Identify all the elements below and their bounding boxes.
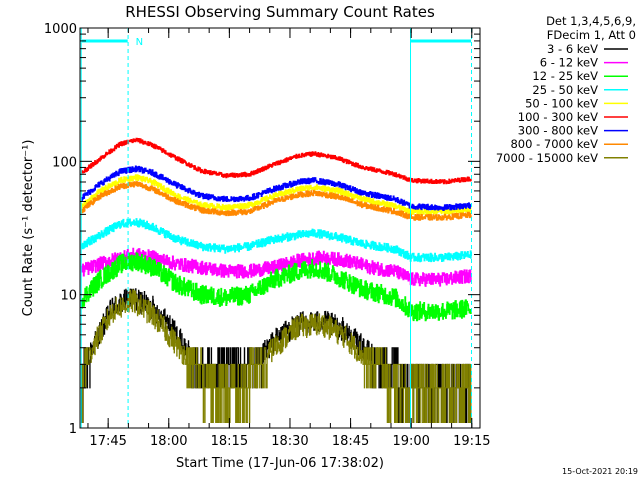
series-line-7 [81, 165, 472, 211]
plot-area: N 1 10 100 1000 17:45 18:00 18:15 18:30 18:45 19… [44, 22, 491, 449]
plot-frame [79, 27, 481, 429]
legend-label-3: 12 - 25 keV [532, 69, 598, 83]
y-tick-label: 10 [60, 289, 77, 304]
y-axis-label: Count Rate (s⁻¹ detector⁻¹) [21, 140, 36, 317]
x-tick-label: 18:45 [332, 434, 369, 449]
footer-date: 15-Oct-2021 20:19 [562, 467, 638, 476]
x-tick-label: 19:15 [453, 434, 490, 449]
x-tick-label: 17:45 [89, 434, 126, 449]
y-axis: 1 10 100 1000 [44, 22, 480, 437]
flag-label: N [136, 37, 143, 48]
legend-label-1: 3 - 6 keV [547, 42, 598, 56]
series-line-5 [81, 174, 472, 215]
series-line-1 [81, 288, 472, 423]
series-line-9 [81, 289, 472, 423]
legend-header-detectors: Det 1,3,4,5,6,9, [546, 14, 636, 28]
legend-label-5: 50 - 100 keV [525, 96, 598, 110]
series-line-6 [81, 137, 472, 185]
legend-label-6: 100 - 300 keV [518, 110, 598, 124]
legend-label-8: 800 - 7000 keV [510, 137, 598, 151]
y-tick-label: 1 [69, 422, 77, 437]
y-tick-label: 1000 [44, 22, 77, 37]
x-tick-label: 19:00 [392, 434, 429, 449]
legend-label-9: 7000 - 15000 keV [496, 151, 598, 165]
series-layer [81, 137, 472, 423]
x-axis-label: Start Time (17-Jun-06 17:38:02) [176, 456, 384, 471]
x-axis: 17:45 18:00 18:15 18:30 18:45 19:00 19:15 [87, 28, 491, 449]
x-tick-label: 18:30 [271, 434, 308, 449]
y-tick-label: 100 [52, 155, 77, 170]
legend-label-7: 300 - 800 keV [518, 124, 598, 138]
marker-layer: N [80, 28, 473, 428]
series-line-3 [81, 252, 472, 322]
x-tick-label: 18:15 [211, 434, 248, 449]
x-tick-label: 18:00 [150, 434, 187, 449]
series-line-8 [81, 181, 472, 221]
legend-label-2: 6 - 12 keV [540, 56, 598, 70]
series-line-4 [81, 218, 472, 263]
chart-title: RHESSI Observing Summary Count Rates [125, 3, 435, 21]
legend-label-4: 25 - 50 keV [532, 83, 598, 97]
legend-header-decimation: FDecim 1, Att 0 [547, 28, 636, 42]
legend: Det 1,3,4,5,6,9, FDecim 1, Att 0 3 - 6 k… [496, 14, 636, 165]
